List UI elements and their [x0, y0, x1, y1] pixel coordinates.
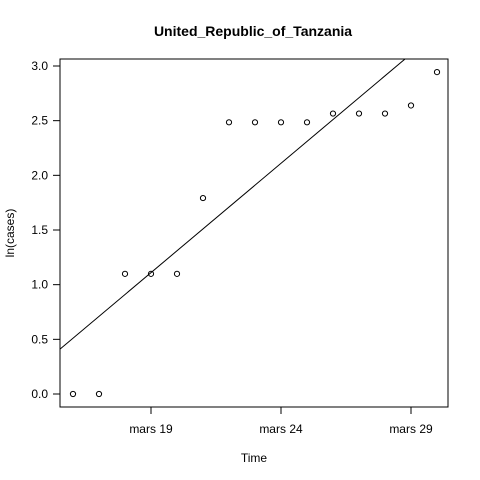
data-points — [69, 69, 441, 398]
data-point — [433, 69, 441, 76]
data-point — [225, 119, 233, 126]
data-point — [355, 110, 363, 117]
data-point — [199, 194, 207, 202]
plot-area — [60, 59, 441, 398]
chart-title: United_Republic_of_Tanzania — [154, 23, 352, 39]
data-point — [173, 270, 181, 277]
data-point — [277, 119, 285, 126]
y-axis: 0.0 0.5 1.0 1.5 2.0 2.5 3.0 — [31, 59, 61, 401]
x-tick-label: mars 24 — [259, 422, 303, 436]
y-tick-label: 1.5 — [31, 223, 48, 237]
y-tick-label: 0.0 — [31, 387, 48, 401]
x-axis: mars 19 mars 24 mars 29 — [129, 406, 433, 436]
y-axis-label: ln(cases) — [3, 209, 17, 258]
y-tick-label: 2.5 — [31, 114, 48, 128]
x-axis-label: Time — [241, 451, 268, 465]
fit-line-layer — [60, 59, 406, 350]
data-point — [121, 270, 129, 277]
y-tick-label: 1.0 — [31, 278, 48, 292]
y-tick-label: 0.5 — [31, 332, 48, 346]
data-point — [251, 119, 259, 126]
data-point — [69, 390, 77, 398]
x-tick-label: mars 29 — [389, 422, 433, 436]
fit-line — [60, 59, 406, 350]
x-tick-label: mars 19 — [129, 422, 173, 436]
plot-area-border — [59, 58, 449, 408]
y-tick-label: 2.0 — [31, 168, 48, 182]
data-point — [147, 270, 155, 277]
data-point — [95, 390, 103, 398]
data-point — [407, 102, 415, 109]
data-point — [381, 110, 389, 117]
data-point — [329, 110, 337, 117]
y-tick-label: 3.0 — [31, 59, 48, 73]
data-point — [303, 119, 311, 126]
